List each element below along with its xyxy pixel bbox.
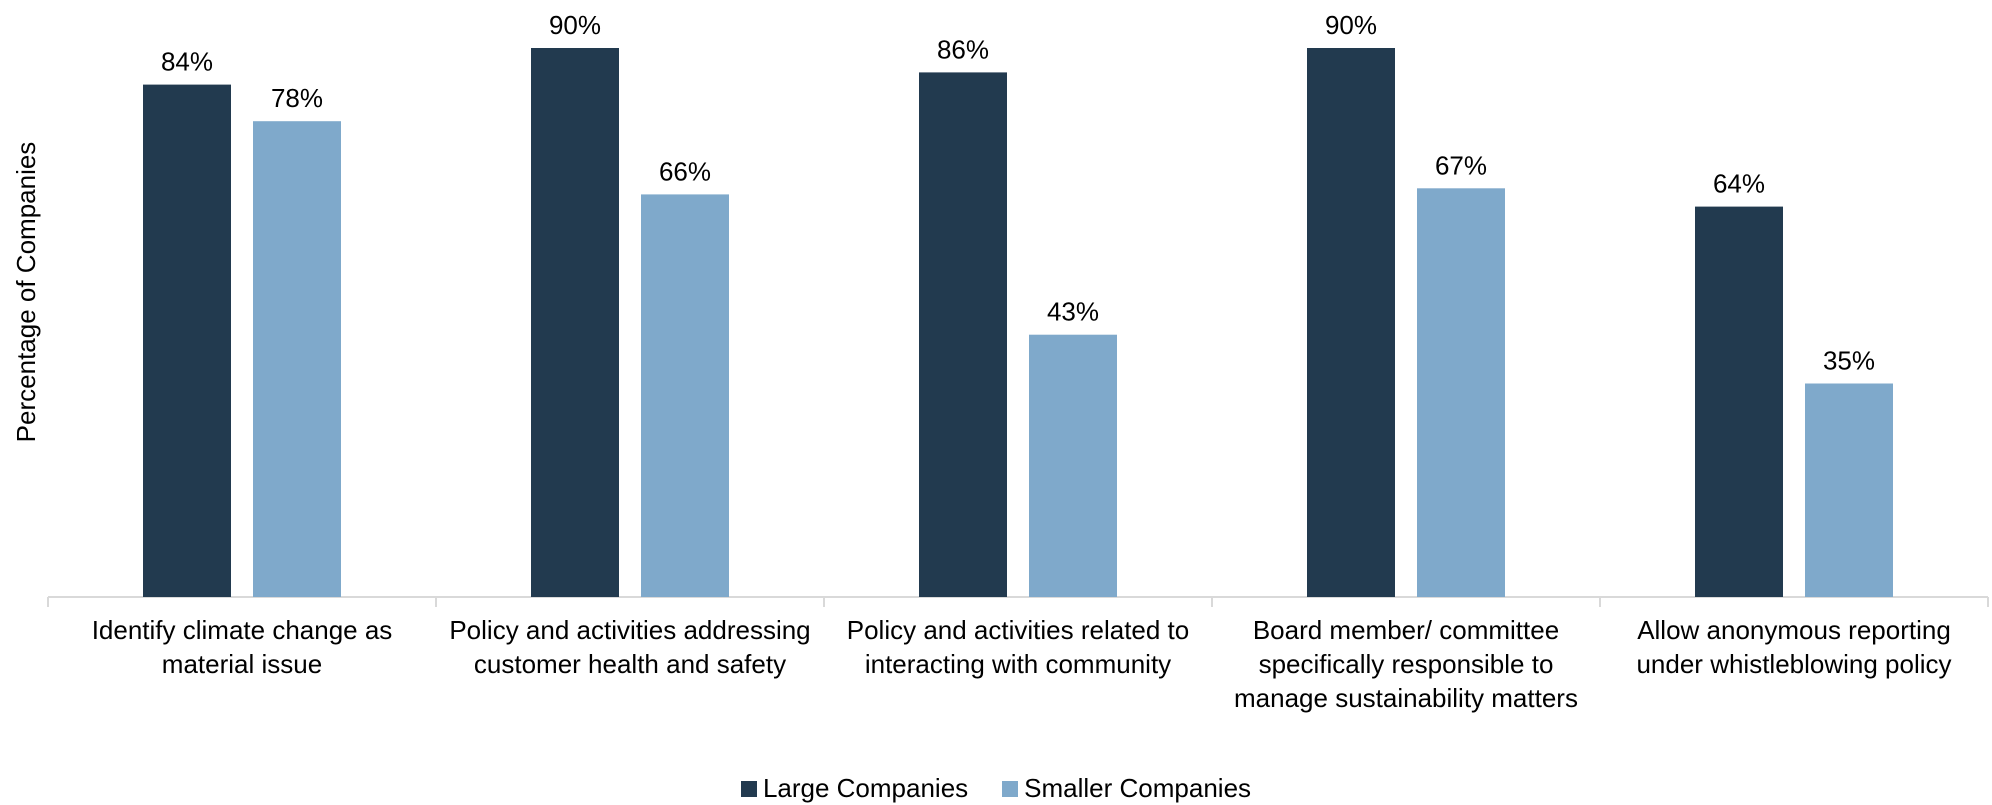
bar bbox=[531, 48, 619, 597]
data-label: 90% bbox=[1325, 10, 1377, 40]
bar bbox=[1695, 206, 1783, 597]
data-label: 86% bbox=[937, 34, 989, 64]
data-label: 84% bbox=[161, 47, 213, 77]
bar bbox=[143, 84, 231, 598]
bar bbox=[253, 121, 341, 597]
x-tick-label: Policy and activities addressing custome… bbox=[449, 615, 811, 679]
data-label: 90% bbox=[549, 10, 601, 40]
legend-label: Large Companies bbox=[762, 773, 969, 803]
bar bbox=[1307, 48, 1395, 597]
legend-swatch bbox=[1002, 780, 1019, 797]
legend-swatch bbox=[740, 780, 757, 797]
legend: Large Companies Smaller Companies bbox=[0, 773, 1992, 804]
bar bbox=[1417, 188, 1505, 598]
x-tick-label: Board member/ committee specifically res… bbox=[1234, 615, 1578, 713]
bar bbox=[641, 194, 729, 597]
data-label: 64% bbox=[1713, 169, 1765, 199]
x-tick-label: Policy and activities related to interac… bbox=[846, 615, 1190, 679]
legend-item: Large Companies bbox=[740, 773, 969, 804]
bar bbox=[919, 72, 1007, 597]
legend-label: Smaller Companies bbox=[1024, 773, 1252, 803]
y-axis-label: Percentage of Companies bbox=[11, 142, 41, 443]
legend-item: Smaller Companies bbox=[1002, 773, 1251, 804]
data-label: 67% bbox=[1435, 150, 1487, 180]
bar bbox=[1805, 383, 1893, 597]
x-tick-label: Allow anonymous reporting under whistleb… bbox=[1636, 615, 1952, 679]
data-label: 78% bbox=[271, 83, 323, 113]
data-label: 43% bbox=[1047, 297, 1099, 327]
bar bbox=[1029, 334, 1117, 597]
x-tick-label: Identify climate change as material issu… bbox=[91, 615, 393, 679]
data-label: 35% bbox=[1823, 346, 1875, 376]
data-label: 66% bbox=[659, 156, 711, 186]
